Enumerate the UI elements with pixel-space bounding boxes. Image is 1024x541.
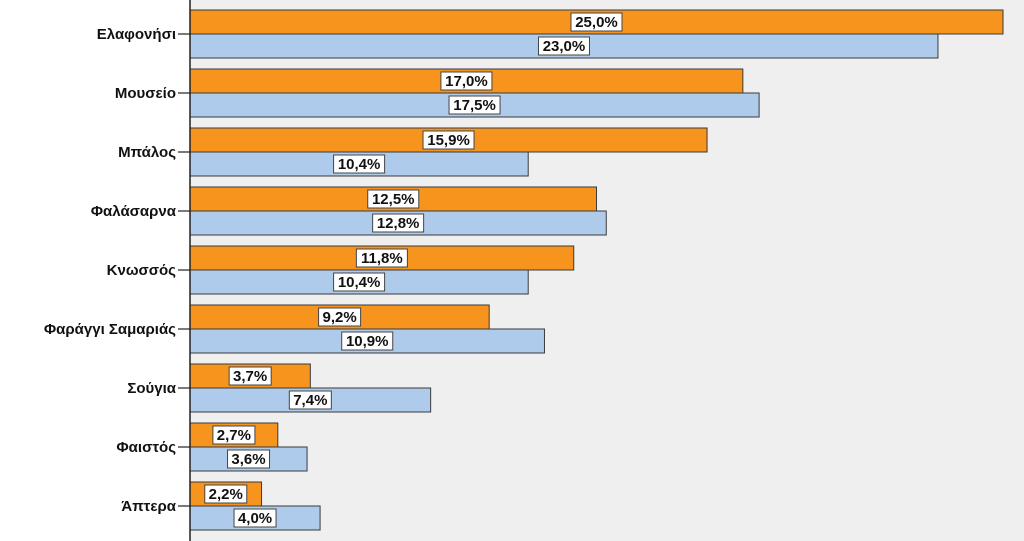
labels-group: Ελαφονήσι 25,0% 23,0% Μουσείο 17,0% 17,5% Μπάλ… <box>44 12 623 528</box>
data-label: 17,5% <box>453 97 496 114</box>
category-label: Άπτερα <box>121 498 176 515</box>
data-label: 10,9% <box>346 333 389 350</box>
category-label: Κνωσσός <box>107 262 177 279</box>
category-label: Μπάλος <box>118 144 176 161</box>
data-label: 10,4% <box>338 274 381 291</box>
data-label-box <box>333 154 386 174</box>
category-label: Φαιστός <box>116 439 176 456</box>
data-label: 3,6% <box>231 451 265 468</box>
data-label: 2,2% <box>209 486 243 503</box>
data-label-box <box>422 130 475 150</box>
data-label: 4,0% <box>238 510 272 527</box>
data-label: 12,5% <box>372 191 415 208</box>
data-label: 9,2% <box>322 309 356 326</box>
data-label-box <box>288 390 332 410</box>
data-label: 7,4% <box>293 392 327 409</box>
data-label-box <box>440 71 493 91</box>
data-label: 23,0% <box>543 38 586 55</box>
data-label-box <box>204 484 248 504</box>
data-label-box <box>333 272 386 292</box>
category-label: Σούγια <box>127 380 176 397</box>
data-label: 25,0% <box>575 14 618 31</box>
data-label: 11,8% <box>361 250 403 267</box>
data-label: 10,4% <box>338 156 381 173</box>
data-label-box <box>227 449 271 469</box>
data-label-box <box>318 307 362 327</box>
data-label-box <box>448 95 501 115</box>
category-label: Ελαφονήσι <box>97 26 176 43</box>
category-label: Φαλάσαρνα <box>91 203 177 220</box>
data-label-box <box>233 508 277 528</box>
data-label-box <box>537 36 590 56</box>
category-label: Φαράγγι Σαμαριάς <box>44 321 176 338</box>
data-label: 17,0% <box>445 73 488 90</box>
data-label-box <box>570 12 623 32</box>
data-label-box <box>367 189 420 209</box>
data-label-box <box>372 213 425 233</box>
data-label-box <box>341 331 394 351</box>
data-label-box <box>212 425 256 445</box>
data-label: 2,7% <box>217 427 251 444</box>
data-label: 15,9% <box>427 132 470 149</box>
data-label-box <box>355 248 408 268</box>
data-label: 3,7% <box>233 368 267 385</box>
data-label-box <box>228 366 272 386</box>
data-label: 12,8% <box>377 215 420 232</box>
category-label: Μουσείο <box>115 85 176 102</box>
